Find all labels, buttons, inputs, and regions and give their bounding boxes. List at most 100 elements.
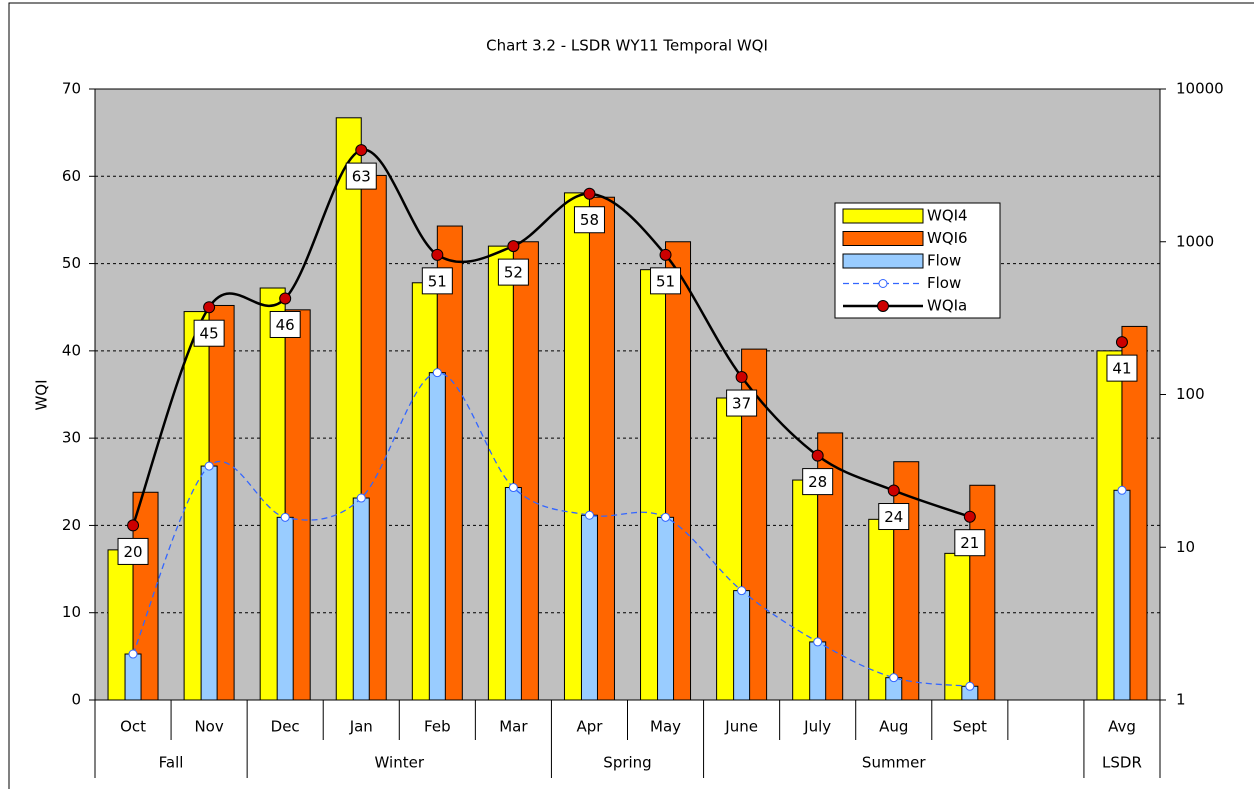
- plot-border: [94, 88, 1161, 701]
- marker: [1117, 485, 1127, 495]
- marker: [355, 144, 368, 157]
- data-label-box: [878, 503, 910, 531]
- y-tick-label: 10: [62, 603, 81, 621]
- marker: [811, 449, 824, 462]
- flow-bar: [276, 516, 294, 701]
- legend-marker: [877, 300, 889, 312]
- marker: [965, 681, 975, 691]
- x-tick-label: Nov: [194, 718, 223, 736]
- marker: [279, 292, 292, 305]
- marker: [659, 248, 672, 261]
- legend-label: WQIa: [927, 297, 967, 315]
- bar: [893, 461, 920, 701]
- marker: [507, 240, 520, 253]
- data-label-box: [802, 468, 834, 496]
- group-label: Summer: [862, 754, 926, 772]
- data-label: 52: [504, 264, 523, 282]
- data-label-box: [497, 258, 529, 286]
- data-label: 45: [200, 325, 219, 343]
- data-label: 51: [428, 272, 447, 290]
- marker: [431, 248, 444, 261]
- x-tick-label: Sept: [953, 718, 987, 736]
- x-tick-label: Aug: [879, 718, 908, 736]
- x-tick-label: July: [803, 718, 831, 736]
- group-label: Winter: [375, 754, 425, 772]
- data-label: 58: [580, 211, 599, 229]
- y-tick-label: 40: [62, 341, 81, 359]
- y-tick-label: 50: [62, 254, 81, 272]
- legend-swatch: [842, 208, 924, 224]
- marker: [204, 461, 214, 471]
- data-label-box: [650, 267, 682, 295]
- legend-label: WQI6: [927, 229, 968, 247]
- data-label-box: [954, 529, 986, 557]
- flow-bar: [352, 497, 370, 701]
- data-label-box: [1106, 354, 1138, 382]
- flow-bar: [1113, 489, 1131, 701]
- marker: [813, 637, 823, 647]
- x-tick-label: Avg: [1108, 718, 1136, 736]
- marker: [661, 512, 671, 522]
- group-label: LSDR: [1102, 754, 1142, 772]
- flow-bar: [657, 516, 675, 701]
- marker: [583, 187, 596, 200]
- marker: [963, 510, 976, 523]
- y-tick-label: 70: [62, 80, 81, 98]
- marker: [735, 371, 748, 384]
- data-label: 63: [352, 168, 371, 186]
- x-tick-label: Dec: [271, 718, 300, 736]
- data-label-box: [421, 267, 453, 295]
- legend-label: WQI4: [927, 207, 968, 225]
- legend-label: Flow: [927, 252, 961, 270]
- y-tick-label: 60: [62, 167, 81, 185]
- marker: [584, 510, 594, 520]
- x-tick-label: Jan: [349, 718, 373, 736]
- marker: [889, 673, 899, 683]
- data-label: 51: [656, 272, 675, 290]
- x-tick-label: June: [724, 718, 758, 736]
- y-tick-label: 20: [62, 516, 81, 534]
- data-label-box: [117, 537, 149, 565]
- chart-title: Chart 3.2 - LSDR WY11 Temporal WQI: [486, 37, 768, 55]
- marker: [280, 512, 290, 522]
- bar: [944, 552, 971, 701]
- marker: [127, 519, 140, 532]
- legend-swatch: [842, 253, 924, 269]
- y-tick-label: 30: [62, 429, 81, 447]
- legend-swatch: [842, 231, 924, 246]
- flow-bar: [580, 514, 598, 701]
- x-tick-label: Mar: [499, 718, 528, 736]
- y2-tick-label: 1000: [1176, 232, 1214, 250]
- plot-area: [95, 89, 1160, 700]
- y2-tick-label: 1: [1176, 691, 1186, 709]
- data-label: 24: [884, 508, 903, 526]
- data-label-box: [726, 389, 758, 417]
- data-label: 37: [732, 395, 751, 413]
- data-label-box: [269, 310, 301, 338]
- x-tick-label: Oct: [120, 718, 146, 736]
- data-label: 28: [808, 473, 827, 491]
- flow-bar: [200, 465, 218, 701]
- flow-bar: [428, 372, 446, 701]
- marker: [432, 368, 442, 378]
- y2-tick-label: 10: [1176, 538, 1195, 556]
- data-label-box: [193, 319, 225, 347]
- y2-tick-label: 100: [1176, 385, 1205, 403]
- x-tick-label: May: [650, 718, 681, 736]
- marker: [356, 493, 366, 503]
- group-label: Fall: [159, 754, 184, 772]
- y2-tick-label: 10000: [1176, 80, 1224, 98]
- marker: [887, 484, 900, 497]
- flow-bar: [733, 590, 751, 701]
- y-tick-label: 0: [71, 691, 81, 709]
- data-label-box: [345, 162, 377, 190]
- y-axis-label: WQI: [33, 379, 51, 410]
- bar: [969, 484, 996, 701]
- data-label: 46: [276, 316, 295, 334]
- data-label-box: [573, 206, 605, 234]
- data-label: 41: [1112, 360, 1131, 378]
- legend-label: Flow: [927, 274, 961, 292]
- flow-bar: [809, 641, 827, 701]
- marker: [1115, 336, 1128, 349]
